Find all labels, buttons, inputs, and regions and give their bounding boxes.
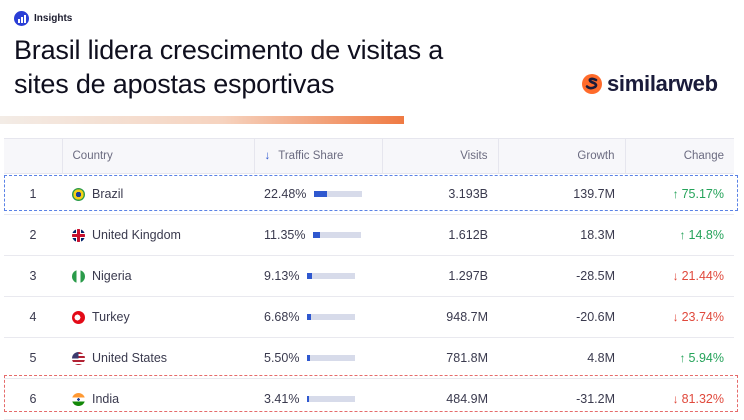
change-cell: ↓ 81.32%	[625, 378, 734, 420]
nigeria-flag-icon	[72, 269, 85, 283]
arrow-down-icon: ↓	[672, 392, 679, 406]
traffic-share-bar	[307, 273, 356, 279]
traffic-share-bar	[307, 355, 356, 361]
accent-bar	[0, 116, 404, 124]
headline-line-1: Brasil lidera crescimento de visitas a	[14, 35, 444, 65]
change-value: 21.44%	[681, 269, 724, 283]
table-row[interactable]: 6 India 3.41% 484.9M -31.2M ↓ 81.32%	[4, 378, 734, 420]
arrow-down-icon: ↓	[672, 269, 679, 283]
similarweb-logo-icon	[582, 74, 602, 94]
growth-cell: 18.3M	[498, 214, 625, 256]
rank-cell: 1	[4, 173, 62, 215]
arrow-up-icon: ↑	[679, 228, 686, 242]
change-value: 5.94%	[688, 351, 724, 365]
table-row[interactable]: 3 Nigeria 9.13% 1.297B -28.5M ↓ 21.44%	[4, 255, 734, 297]
visits-cell: 781.8M	[382, 337, 498, 379]
change-value: 81.32%	[681, 392, 724, 406]
header-traffic-share[interactable]: ↓ Traffic Share	[254, 138, 383, 174]
rank-cell: 6	[4, 378, 62, 420]
country-traffic-table: Country ↓ Traffic Share Visits Growth Cha…	[4, 138, 734, 420]
traffic-share-value: 11.35%	[264, 228, 306, 242]
change-cell: ↑ 5.94%	[625, 337, 734, 379]
traffic-share-value: 22.48%	[264, 187, 307, 201]
country-name: India	[92, 392, 120, 406]
growth-cell: -28.5M	[498, 255, 625, 297]
traffic-share-value: 5.50%	[264, 351, 300, 365]
visits-cell: 1.297B	[382, 255, 498, 297]
header-rank	[4, 138, 63, 174]
header-visits[interactable]: Visits	[382, 138, 499, 174]
traffic-share-bar	[314, 191, 363, 197]
rank-cell: 2	[4, 214, 62, 256]
traffic-share-fill	[314, 191, 328, 197]
arrow-up-icon: ↑	[679, 351, 686, 365]
visits-cell: 948.7M	[382, 296, 498, 338]
traffic-share-fill	[307, 355, 311, 361]
change-cell: ↑ 14.8%	[625, 214, 734, 256]
arrow-down-icon: ↓	[672, 310, 679, 324]
turkey-flag-icon	[72, 310, 85, 324]
table-row[interactable]: 1 Brazil 22.48% 3.193B 139.7M ↑ 75.17%	[4, 173, 734, 215]
visits-cell: 1.612B	[382, 214, 498, 256]
table-row[interactable]: 2 United Kingdom 11.35% 1.612B 18.3M ↑ 14…	[4, 214, 734, 256]
arrow-down-icon: ↓	[264, 150, 271, 162]
india-flag-icon	[72, 392, 85, 406]
uk-flag-icon	[72, 228, 85, 242]
table-header-row: Country ↓ Traffic Share Visits Growth Cha…	[4, 138, 734, 174]
rank-cell: 4	[4, 296, 62, 338]
change-cell: ↓ 23.74%	[625, 296, 734, 338]
us-flag-icon	[72, 351, 85, 365]
traffic-share-fill	[307, 273, 313, 279]
headline-line-2: sites de apostas esportivas	[14, 69, 335, 99]
traffic-share-bar	[307, 396, 356, 402]
bar-chart-icon	[14, 11, 29, 26]
header-change-label: Change	[683, 150, 724, 162]
arrow-up-icon: ↑	[672, 187, 679, 201]
country-name: United Kingdom	[92, 228, 181, 242]
traffic-share-value: 3.41%	[264, 392, 300, 406]
growth-cell: -20.6M	[498, 296, 625, 338]
growth-cell: 4.8M	[498, 337, 625, 379]
change-value: 23.74%	[681, 310, 724, 324]
header-change[interactable]: Change	[625, 138, 734, 174]
traffic-share-value: 6.68%	[264, 310, 300, 324]
country-name: Turkey	[92, 310, 130, 324]
growth-cell: 139.7M	[498, 173, 625, 215]
header-growth[interactable]: Growth	[498, 138, 626, 174]
traffic-share-bar	[307, 314, 356, 320]
headline: Brasil lidera crescimento de visitas a s…	[14, 33, 554, 101]
brazil-flag-icon	[72, 187, 85, 201]
insights-label: Insights	[34, 13, 73, 24]
visits-cell: 3.193B	[382, 173, 498, 215]
traffic-share-bar	[313, 232, 362, 238]
change-cell: ↓ 21.44%	[625, 255, 734, 297]
header-growth-label: Growth	[577, 150, 615, 162]
traffic-share-fill	[307, 314, 312, 320]
table-row[interactable]: 4 Turkey 6.68% 948.7M -20.6M ↓ 23.74%	[4, 296, 734, 338]
change-value: 75.17%	[681, 187, 724, 201]
header-visits-label: Visits	[460, 150, 488, 162]
country-name: United States	[92, 351, 168, 365]
change-value: 14.8%	[688, 228, 724, 242]
country-name: Brazil	[92, 187, 124, 201]
insights-badge: Insights	[14, 11, 72, 26]
header-country[interactable]: Country	[62, 138, 255, 174]
change-cell: ↑ 75.17%	[625, 173, 734, 215]
header-country-label: Country	[72, 150, 113, 162]
rank-cell: 3	[4, 255, 62, 297]
rank-cell: 5	[4, 337, 62, 379]
similarweb-logo: similarweb	[581, 71, 718, 97]
logo-text: similarweb	[607, 71, 718, 96]
growth-cell: -31.2M	[498, 378, 625, 420]
country-name: Nigeria	[92, 269, 132, 283]
traffic-share-fill	[313, 232, 321, 238]
traffic-share-value: 9.13%	[264, 269, 300, 283]
visits-cell: 484.9M	[382, 378, 498, 420]
header-traffic-share-label: Traffic Share	[278, 150, 344, 162]
traffic-share-fill	[307, 396, 310, 402]
table-row[interactable]: 5 United States 5.50% 781.8M 4.8M ↑ 5.94%	[4, 337, 734, 379]
